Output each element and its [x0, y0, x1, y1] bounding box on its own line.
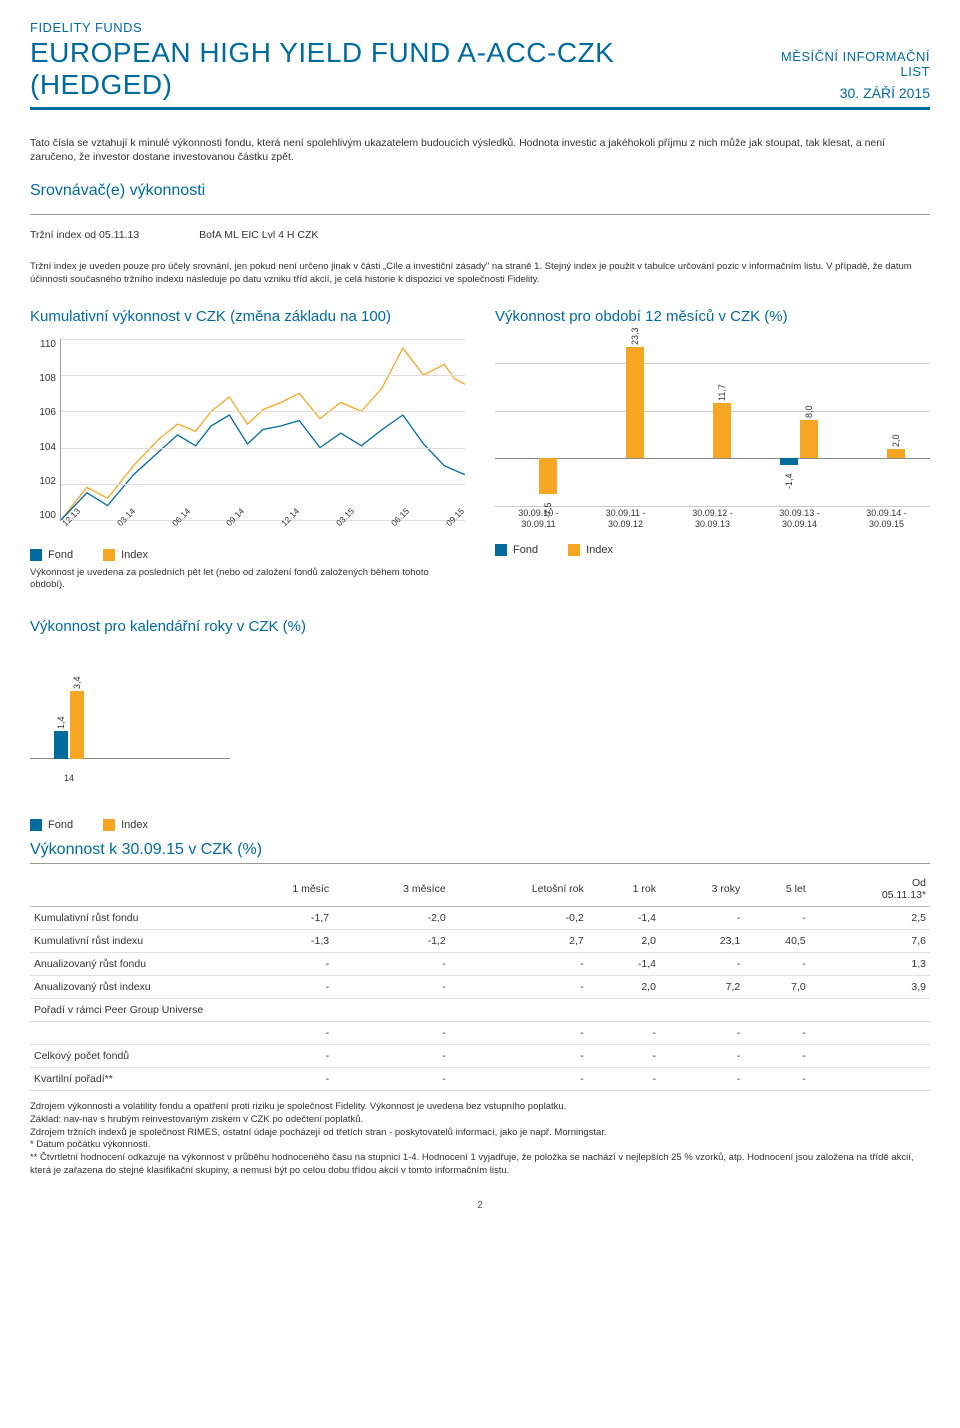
footnotes: Zdrojem výkonnosti a volatility fondu a … — [30, 1101, 930, 1178]
legend-index: Index — [103, 819, 148, 831]
table-header: 1 měsíc — [230, 872, 333, 907]
barchart-xaxis: 30.09.10 -30.09.1130.09.11 -30.09.1230.0… — [495, 508, 930, 534]
barchart-legend: Fond Index — [495, 544, 930, 556]
footnote-line: Zdrojem výkonnosti a volatility fondu a … — [30, 1101, 930, 1114]
perf-table-head-row: 1 měsíc3 měsíceLetošní rok1 rok3 roky5 l… — [30, 872, 930, 907]
bar — [626, 347, 644, 458]
swatch-fond — [30, 819, 42, 831]
calendar-title: Výkonnost pro kalendářní roky v CZK (%) — [30, 618, 930, 635]
barchart-plot: -7,5 23,3 11,7 8,0-1,4 2,0 30.09.10 -30.09.1… — [495, 339, 930, 534]
swatch-fond — [30, 549, 42, 561]
bar — [887, 449, 905, 459]
bar — [539, 458, 557, 494]
header-right: MĚSÍČNÍ INFORMAČNÍ LIST 30. ZÁŘÍ 2015 — [751, 49, 930, 101]
footnote-line: ** Čtvrtletní hodnocení odkazuje na výko… — [30, 1152, 930, 1178]
legend-fond: Fond — [30, 549, 73, 561]
table-header: Letošní rok — [450, 872, 588, 907]
legend-index-label: Index — [121, 819, 148, 831]
barchart-groups: -7,5 23,3 11,7 8,0-1,4 2,0 — [495, 339, 930, 506]
linechart-title: Kumulativní výkonnost v CZK (změna zákla… — [30, 308, 465, 325]
linechart-legend: Fond Index — [30, 549, 465, 561]
legend-index: Index — [103, 549, 148, 561]
perf-table-body: Kumulativní růst fondu-1,7-2,0-0,2-1,4--… — [30, 906, 930, 1090]
linechart-svg — [61, 339, 465, 520]
bar-group: 2,0 — [859, 339, 914, 506]
bar — [800, 420, 818, 458]
benchmark-section-title: Srovnávač(e) výkonnosti — [30, 182, 930, 200]
swatch-fond — [495, 544, 507, 556]
perf-table: 1 měsíc3 měsíceLetošní rok1 rok3 roky5 l… — [30, 872, 930, 1091]
benchmark-row: Tržní index od 05.11.13 BofA ML EIC Lvl … — [30, 229, 930, 241]
footnote-line: Zdrojem tržních indexů je společnost RIM… — [30, 1127, 930, 1140]
brand-label: FIDELITY FUNDS — [30, 20, 751, 35]
bar-group: 8,0-1,4 — [772, 339, 827, 506]
benchmark-note: Tržní index je uveden pouze pro účely sr… — [30, 261, 930, 286]
charts-row: Kumulativní výkonnost v CZK (změna zákla… — [30, 308, 930, 610]
bar-group: 11,7 — [685, 339, 740, 506]
legend-index-label: Index — [121, 549, 148, 561]
benchmark-label: Tržní index od 05.11.13 — [30, 229, 139, 241]
header-left: FIDELITY FUNDS EUROPEAN HIGH YIELD FUND … — [30, 20, 751, 101]
barchart-12m: -7,5 23,3 11,7 8,0-1,4 2,0 30.09.10 -30.09.1… — [495, 339, 930, 534]
bar-group: 23,3 — [598, 339, 653, 506]
page-header: FIDELITY FUNDS EUROPEAN HIGH YIELD FUND … — [30, 20, 930, 110]
barchart-title: Výkonnost pro období 12 měsíců v CZK (%) — [495, 308, 930, 325]
legend-index: Index — [568, 544, 613, 556]
linechart-xaxis: 12.1303.1406.1409.1412.1403.1506.1509.15 — [60, 521, 465, 539]
calendar-bars: 1,43,414 — [30, 649, 230, 789]
doc-date: 30. ZÁŘÍ 2015 — [751, 85, 930, 101]
footnote-line: Základ: nav-nav s hrubým reinvestovaným … — [30, 1114, 930, 1127]
divider — [30, 214, 930, 215]
table-header: Od05.11.13* — [810, 872, 930, 907]
table-header: 1 rok — [588, 872, 660, 907]
calendar-legend: Fond Index — [30, 819, 930, 831]
footnote-line: * Datum počátku výkonnosti. — [30, 1139, 930, 1152]
bar — [713, 403, 731, 459]
bar-group: -7,5 — [511, 339, 566, 506]
table-header — [30, 872, 230, 907]
table-row: Celkový počet fondů------ — [30, 1044, 930, 1067]
table-header: 3 měsíce — [333, 872, 450, 907]
table-header: 3 roky — [660, 872, 744, 907]
barchart-col: Výkonnost pro období 12 měsíců v CZK (%)… — [495, 308, 930, 610]
swatch-index — [103, 549, 115, 561]
intro-text: Tato čísla se vztahují k minulé výkonnos… — [30, 136, 930, 164]
table-row: Kvartilní pořadí**------ — [30, 1067, 930, 1090]
linechart: 110108106104102100 12.1303.1406.1409.141… — [30, 339, 465, 539]
swatch-index — [103, 819, 115, 831]
table-header: 5 let — [744, 872, 810, 907]
swatch-index — [568, 544, 580, 556]
doc-type: MĚSÍČNÍ INFORMAČNÍ LIST — [751, 49, 930, 79]
page-number: 2 — [30, 1200, 930, 1211]
legend-fond-label: Fond — [48, 819, 73, 831]
linechart-col: Kumulativní výkonnost v CZK (změna zákla… — [30, 308, 465, 610]
perf-table-title: Výkonnost k 30.09.15 v CZK (%) — [30, 841, 930, 864]
table-row: Kumulativní růst indexu-1,3-1,22,72,023,… — [30, 929, 930, 952]
table-row: ------ — [30, 1021, 930, 1044]
legend-index-label: Index — [586, 544, 613, 556]
table-row: Pořadí v rámci Peer Group Universe — [30, 998, 930, 1021]
legend-fond: Fond — [495, 544, 538, 556]
table-row: Anualizovaný růst fondu----1,4--1,3 — [30, 952, 930, 975]
table-row: Kumulativní růst fondu-1,7-2,0-0,2-1,4--… — [30, 906, 930, 929]
benchmark-value: BofA ML EIC Lvl 4 H CZK — [199, 229, 318, 241]
table-row: Anualizovaný růst indexu---2,07,27,03,9 — [30, 975, 930, 998]
legend-fond-label: Fond — [513, 544, 538, 556]
linechart-yaxis: 110108106104102100 — [30, 339, 60, 539]
fund-title: EUROPEAN HIGH YIELD FUND A-ACC-CZK (HEDG… — [30, 37, 751, 101]
legend-fond: Fond — [30, 819, 73, 831]
linechart-note: Výkonnost je uvedena za posledních pět l… — [30, 567, 465, 592]
linechart-plot — [60, 339, 465, 521]
legend-fond-label: Fond — [48, 549, 73, 561]
